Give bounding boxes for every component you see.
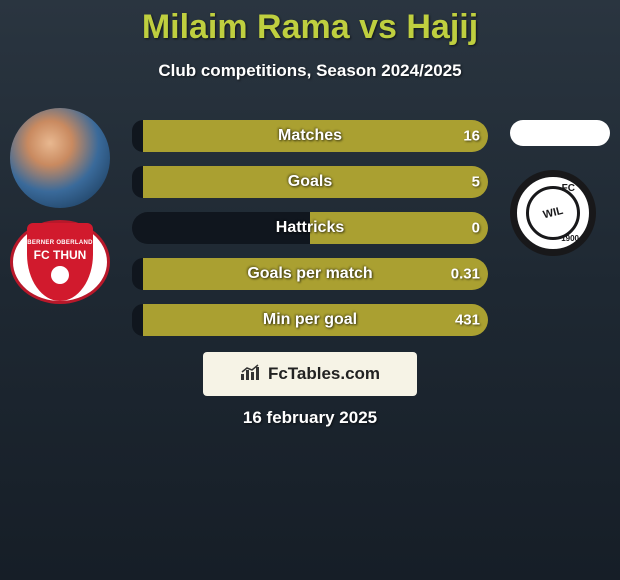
club-left-badge-inner: BERNER OBERLAND FC THUN (27, 223, 93, 301)
club-left-ball-icon (51, 266, 69, 284)
stat-label: Matches (278, 127, 342, 145)
stat-row: Matches 16 (132, 120, 488, 152)
stat-bar-left (132, 120, 143, 152)
club-right-name: WIL (542, 205, 564, 222)
left-player-column: BERNER OBERLAND FC THUN (10, 108, 110, 304)
stat-row: Goals 5 (132, 166, 488, 198)
stat-value-right: 5 (472, 174, 480, 191)
stat-bar-left (132, 166, 143, 198)
subtitle: Club competitions, Season 2024/2025 (0, 61, 620, 81)
player-right-avatar (510, 120, 610, 146)
club-left-name: FC THUN (34, 248, 87, 262)
stat-label: Min per goal (263, 311, 357, 329)
stat-bar-left (132, 258, 143, 290)
club-right-inner: WIL (526, 186, 580, 240)
player-left-avatar (10, 108, 110, 208)
club-right-badge: FC 1900 WIL (510, 170, 596, 256)
date-text: 16 february 2025 (243, 408, 377, 428)
stat-row: Min per goal 431 (132, 304, 488, 336)
stat-value-right: 0 (472, 220, 480, 237)
right-player-column: FC 1900 WIL (510, 120, 610, 256)
stat-label: Goals (288, 173, 332, 191)
watermark-text: FcTables.com (268, 364, 380, 384)
watermark: FcTables.com (203, 352, 417, 396)
page-title: Milaim Rama vs Hajij (0, 0, 620, 47)
stat-label: Goals per match (247, 265, 372, 283)
stat-bar-left (132, 304, 143, 336)
stat-value-right: 0.31 (451, 266, 480, 283)
stats-container: Matches 16 Goals 5 Hattricks 0 Goals per match… (132, 120, 488, 350)
club-right-fc: FC (562, 183, 575, 194)
stat-row: Hattricks 0 (132, 212, 488, 244)
club-left-badge: BERNER OBERLAND FC THUN (10, 220, 110, 304)
stat-row: Goals per match 0.31 (132, 258, 488, 290)
stat-value-right: 431 (455, 312, 480, 329)
stat-value-right: 16 (463, 128, 480, 145)
club-right-year: 1900 (561, 234, 579, 243)
chart-icon (240, 363, 262, 386)
stat-label: Hattricks (276, 219, 344, 237)
club-left-topline: BERNER OBERLAND (27, 240, 93, 246)
